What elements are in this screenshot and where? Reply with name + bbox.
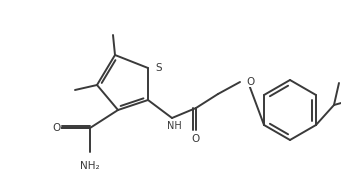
Text: NH: NH (167, 121, 181, 131)
Text: O: O (192, 134, 200, 144)
Text: O: O (246, 77, 254, 87)
Text: O: O (52, 123, 60, 133)
Text: S: S (155, 63, 162, 73)
Text: NH₂: NH₂ (80, 161, 100, 171)
